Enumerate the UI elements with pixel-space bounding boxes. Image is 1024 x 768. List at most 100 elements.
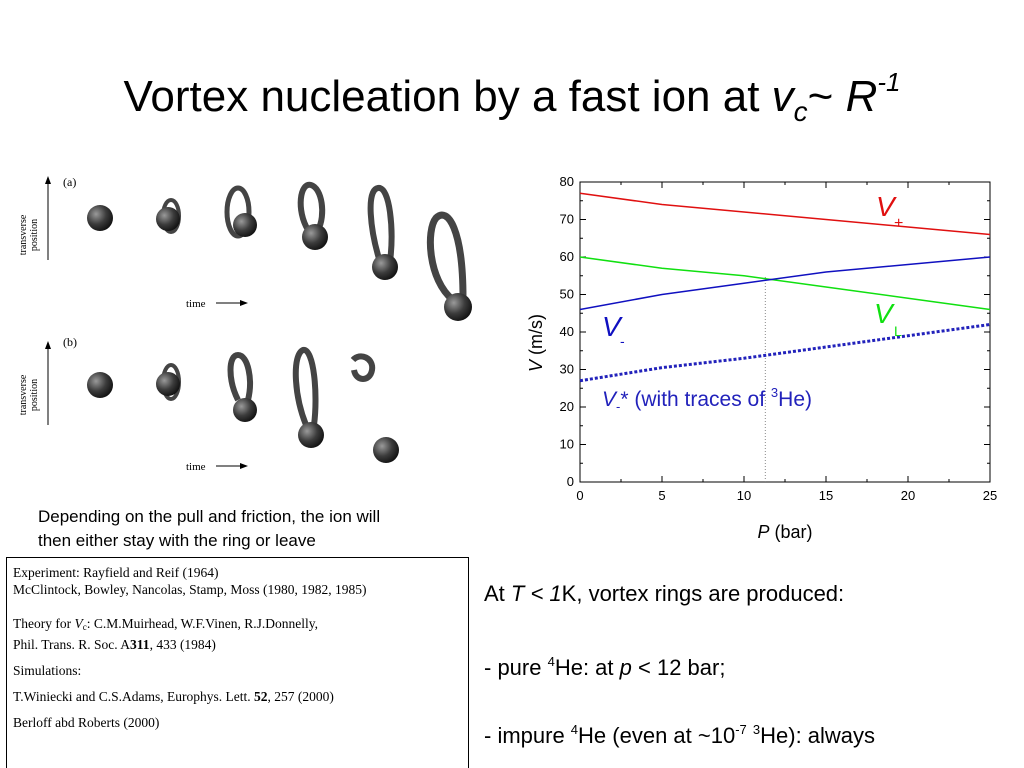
line3-a: - impure [484,723,571,748]
bullet-line-1: At T < 1K, vortex rings are produced: [484,580,844,608]
title-r: R [845,72,878,121]
y-tick-label: 50 [560,287,574,302]
label-vminus-sub: - [620,333,625,349]
series-vl-line [579,256,991,311]
vstar-rest2: He) [778,388,812,411]
chart-xlabel: P (bar) [757,522,812,542]
panel-a-frames [87,181,472,321]
line2-b: He: at [554,655,620,680]
vstar-sup: 3 [771,385,778,400]
title-tilde: ~ [807,72,846,121]
label-vstar: V-* (with traces of 3He) [602,385,812,414]
bullet-line-2: - pure 4He: at p < 12 bar; [484,648,725,682]
ref-theory-journal: Phil. Trans. R. Soc. A [13,637,131,652]
line3-sup1: 4 [570,722,579,737]
label-vplus: V [876,191,897,222]
ref-theory-prefix: Theory for [13,616,75,631]
ref-theory-suffix: , 433 (1984) [149,637,216,652]
ref-theory-volume: 311 [130,637,150,652]
ref-experiment-1: Experiment: Rayfield and Reif (1964) [13,565,219,580]
x-tick-label: 5 [658,488,665,503]
panel-a-y-axis: transverse position [18,176,51,260]
label-vl: V [874,298,895,329]
title-prefix: Vortex nucleation by a fast ion at [123,72,772,121]
panel-a-time-label: time [186,298,206,310]
ref-simulations-label: Simulations: [13,663,82,678]
line2-sup: 4 [547,654,555,669]
x-tick-label: 25 [983,488,997,503]
vstar-rest1: * (with traces of [620,388,771,411]
panel-b-y-axis: transverse position [18,341,51,425]
series-v-line [579,192,991,236]
ref-theory-v: V [74,616,83,631]
vstar-main: V [602,388,618,411]
chart-ylabel: V (m/s) [526,314,546,372]
y-tick-label: 40 [560,324,574,339]
line1-t: T [510,581,525,606]
bullet-line-3: - impure 4He (even at ~10-7 3He): always [484,716,875,750]
y-tick-label: 20 [560,399,574,414]
line3-d: He): always [760,723,876,748]
panel-b-ylabel-1: transverse [18,374,29,415]
ref-sim-1: T.Winiecki and C.S.Adams, Europhys. Lett… [13,688,468,705]
line2-c: < 12 bar; [631,655,726,680]
ref-theory-1: Theory for Vc: C.M.Muirhead, W.F.Vinen, … [13,615,468,636]
label-vplus-sub: + [894,215,903,232]
ref-sim1-prefix: T.Winiecki and C.S.Adams, Europhys. Lett… [13,689,255,704]
line3-sup2: -7 [735,722,747,737]
panel-b-time-axis: time [186,461,248,473]
x-tick-label: 15 [819,488,833,503]
panel-a-ylabel-1: transverse [18,214,29,255]
y-tick-label: 30 [560,362,574,377]
line1-a: At [484,581,511,606]
xlabel-unit: (bar) [770,522,813,542]
title-v: v [771,72,794,121]
velocity-pressure-chart: 0 5 10 15 20 25 0 10 20 30 40 50 60 70 80 P (bar) V (m… [526,174,998,542]
figure-caption: Depending on the pull and friction, the … [38,505,508,553]
chart-axes [579,181,991,483]
panel-a-ylabel-2: position [29,219,40,251]
vortex-simulation-figure: (a) transverse position time (b) transve… [18,175,472,473]
panel-a-time-axis: time [186,298,248,310]
panel-a-label: (a) [63,175,76,189]
line1-b: < 1 [524,581,562,606]
label-vl-sub: L [894,323,902,339]
y-tick-label: 70 [560,212,574,227]
ylabel-var: V [526,358,546,372]
y-tick-label: 10 [560,437,574,452]
line3-sup3: 3 [752,722,761,737]
title-v-sub: c [793,96,808,127]
chart-series [579,192,991,383]
ref-sim1-suffix: , 257 (2000) [267,689,334,704]
ylabel-unit: (m/s) [526,314,546,360]
title-r-sup: -1 [877,67,901,97]
x-tick-label: 0 [576,488,583,503]
caption-line-1: Depending on the pull and friction, the … [38,507,381,526]
panel-b-frames [87,347,399,463]
x-tick-label: 10 [737,488,751,503]
series-v-line [579,256,991,311]
y-tick-label: 80 [560,174,574,189]
panel-b-ylabel-2: position [29,379,40,411]
panel-b-time-label: time [186,461,206,473]
ref-experiment-2: McClintock, Bowley, Nancolas, Stamp, Mos… [13,582,367,597]
ref-sim1-volume: 52 [254,689,268,704]
series-v-star-line [579,323,991,383]
xlabel-var: P [757,522,769,542]
ref-theory-2: Phil. Trans. R. Soc. A311, 433 (1984) [13,636,468,653]
ref-theory-rest: : C.M.Muirhead, W.F.Vinen, R.J.Donnelly, [86,616,318,631]
line2-p: p [619,655,632,680]
y-tick-label: 60 [560,249,574,264]
label-vminus: V [602,311,623,342]
ref-theory-v-sub: c [82,622,87,632]
references-box: Experiment: Rayfield and Reif (1964) McC… [6,557,469,768]
chart-tick-labels: 0 5 10 15 20 25 0 10 20 30 40 50 60 70 80 [560,174,998,503]
ref-sim-2: Berloff abd Roberts (2000) [13,715,160,730]
line2-a: - pure [484,655,548,680]
line3-b: He (even at ~10 [578,723,736,748]
panel-b-label: (b) [63,335,77,349]
caption-line-2: then either stay with the ring or leave [38,531,316,550]
vstar-sub: - [616,399,620,414]
x-tick-label: 20 [901,488,915,503]
y-tick-label: 0 [567,474,574,489]
